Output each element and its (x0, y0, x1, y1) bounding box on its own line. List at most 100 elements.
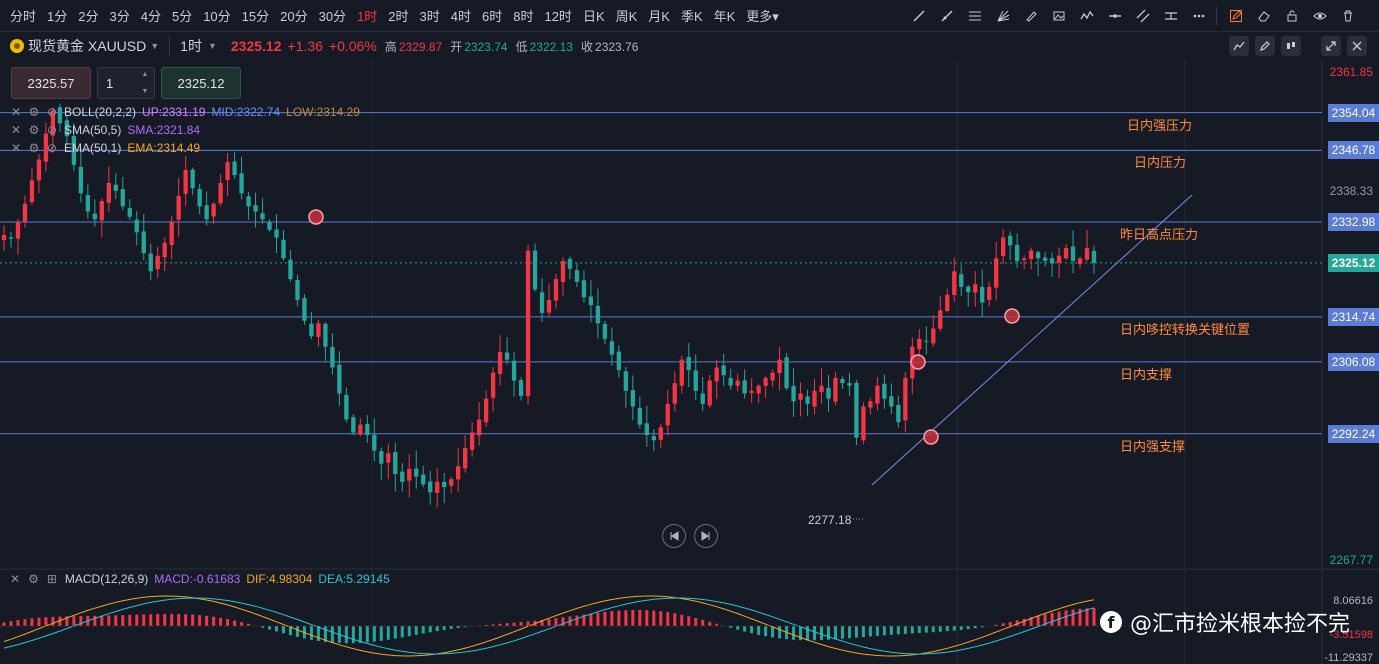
buy-button[interactable]: 2325.12 (161, 67, 241, 99)
macd-histogram-bar (966, 626, 970, 630)
timeframe-16[interactable]: 12时 (544, 9, 572, 24)
image-icon[interactable] (1046, 3, 1072, 29)
eye-off-icon[interactable]: ⊘ (46, 105, 58, 119)
close-icon[interactable]: ✕ (10, 105, 22, 119)
timeframe-17[interactable]: 日K (582, 9, 605, 24)
eye-off-icon[interactable]: ⊘ (46, 141, 58, 155)
close-icon[interactable] (1347, 36, 1367, 56)
price-range-icon[interactable] (1158, 3, 1184, 29)
candle-body (449, 479, 454, 486)
timeframe-5[interactable]: 5分 (171, 9, 193, 24)
eraser-icon[interactable] (1251, 3, 1277, 29)
timeframe-selector[interactable]: 1时 (169, 36, 202, 56)
timeframe-21[interactable]: 年K (713, 9, 736, 24)
chevron-down-icon[interactable]: ▼ (207, 41, 217, 51)
timeframe-12[interactable]: 3时 (419, 9, 440, 24)
candle-body (379, 451, 384, 464)
eye-off-icon[interactable]: ⊘ (46, 123, 58, 137)
scroll-forward-button[interactable] (694, 524, 718, 548)
more-icon[interactable] (1186, 3, 1212, 29)
chart-type-icon[interactable] (1229, 36, 1249, 56)
candle-body (987, 286, 992, 300)
candle-body (581, 280, 587, 298)
up-arrow-icon[interactable]: ▲ (141, 71, 149, 78)
timeframe-6[interactable]: 10分 (203, 9, 231, 24)
edit-icon[interactable] (1255, 36, 1275, 56)
ray-icon[interactable] (934, 3, 960, 29)
indicator-legend-1: ✕ ⚙ ⊘ SMA(50,5) SMA:2321.84 (10, 122, 206, 138)
gear-icon[interactable]: ⚙ (28, 572, 39, 586)
trend-line-icon[interactable] (906, 3, 932, 29)
brush-icon[interactable] (1018, 3, 1044, 29)
candle-body (358, 424, 363, 435)
macd-histogram-bar (135, 614, 139, 626)
timeframe-15[interactable]: 8时 (513, 9, 534, 24)
timeframe-7[interactable]: 15分 (241, 9, 270, 24)
macd-histogram-bar (994, 624, 998, 626)
candle-icon[interactable] (1281, 36, 1301, 56)
close-icon[interactable]: ✕ (10, 123, 22, 137)
trash-icon[interactable] (1335, 3, 1361, 29)
candle-body (183, 169, 188, 194)
macd-histogram-bar (687, 616, 691, 626)
candle-body (267, 222, 272, 230)
price-change-percent: +0.06% (328, 38, 377, 54)
wave-icon[interactable] (1074, 3, 1100, 29)
candle-body (567, 258, 573, 269)
macd-histogram-bar (673, 613, 677, 626)
fan-icon[interactable] (990, 3, 1016, 29)
timeframe-10[interactable]: 1时 (357, 9, 378, 24)
macd-histogram-bar (729, 626, 733, 628)
timeframe-22[interactable]: 更多▾ (746, 9, 779, 24)
macd-histogram-bar (65, 616, 69, 626)
macd-histogram-bar (708, 621, 712, 626)
gear-icon[interactable]: ⚙ (28, 123, 40, 137)
timeframe-13[interactable]: 4时 (450, 9, 471, 24)
timeframe-0[interactable]: 分时 (10, 9, 37, 24)
candle-body (504, 352, 510, 360)
timeframe-9[interactable]: 30分 (318, 9, 347, 24)
down-arrow-icon[interactable]: ▼ (141, 88, 149, 95)
timeframe-11[interactable]: 2时 (388, 9, 409, 24)
timeframe-18[interactable]: 周K (615, 9, 638, 24)
candle-body (868, 401, 873, 408)
lock-icon[interactable] (1279, 3, 1305, 29)
macd-histogram-bar (610, 611, 614, 626)
symbol-name[interactable]: 现货黄金 XAUUSD (28, 38, 147, 54)
timeframe-20[interactable]: 季K (680, 9, 703, 24)
macd-histogram-bar (351, 626, 355, 644)
add-icon[interactable]: ⊞ (46, 572, 57, 586)
quantity-stepper[interactable]: 1 ▲ ▼ (97, 67, 155, 99)
candle-body (1021, 258, 1027, 261)
gear-icon[interactable]: ⚙ (28, 141, 40, 155)
macd-histogram-bar (1092, 608, 1096, 626)
timeframe-14[interactable]: 6时 (482, 9, 503, 24)
timeframe-2[interactable]: 2分 (78, 9, 99, 24)
sell-button[interactable]: 2325.57 (11, 67, 91, 99)
macd-histogram-bar (170, 613, 174, 626)
fullscreen-icon[interactable] (1321, 36, 1341, 56)
macd-histogram-bar (547, 619, 551, 626)
scroll-back-button[interactable] (662, 524, 686, 548)
macd-histogram-bar (281, 626, 285, 634)
eye-icon[interactable] (1307, 3, 1333, 29)
close-icon[interactable]: ✕ (10, 572, 21, 586)
stepper-arrows[interactable]: ▲ ▼ (140, 71, 150, 95)
fibonacci-icon[interactable] (962, 3, 988, 29)
parallel-channel-icon[interactable] (1130, 3, 1156, 29)
horizontal-line-icon[interactable] (1102, 3, 1128, 29)
timeframe-1[interactable]: 1分 (47, 9, 68, 24)
macd-histogram-bar (2, 622, 6, 626)
timeframe-8[interactable]: 20分 (280, 9, 308, 24)
gear-icon[interactable]: ⚙ (28, 105, 40, 119)
candle-body (763, 377, 768, 386)
timeframe-19[interactable]: 月K (648, 9, 670, 24)
chevron-down-icon[interactable]: ▼ (150, 41, 160, 51)
timeframe-3[interactable]: 3分 (109, 9, 130, 24)
macd-histogram-bar (1015, 620, 1019, 626)
close-icon[interactable]: ✕ (10, 141, 22, 155)
timeframe-4[interactable]: 4分 (140, 9, 161, 24)
edit-icon[interactable] (1223, 3, 1249, 29)
macd-histogram-bar (896, 626, 900, 635)
